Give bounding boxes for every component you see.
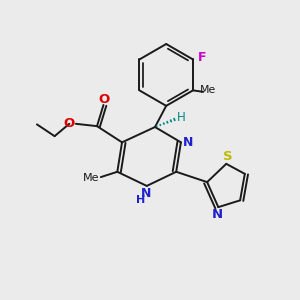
Text: F: F [198, 51, 207, 64]
Text: O: O [64, 117, 75, 130]
Text: H: H [177, 111, 186, 124]
Text: Me: Me [200, 85, 216, 95]
Text: N: N [212, 208, 223, 221]
Text: S: S [223, 150, 232, 163]
Text: N: N [183, 136, 194, 149]
Text: N: N [141, 187, 152, 200]
Text: O: O [98, 93, 110, 106]
Text: Me: Me [82, 173, 99, 183]
Text: H: H [136, 195, 145, 205]
